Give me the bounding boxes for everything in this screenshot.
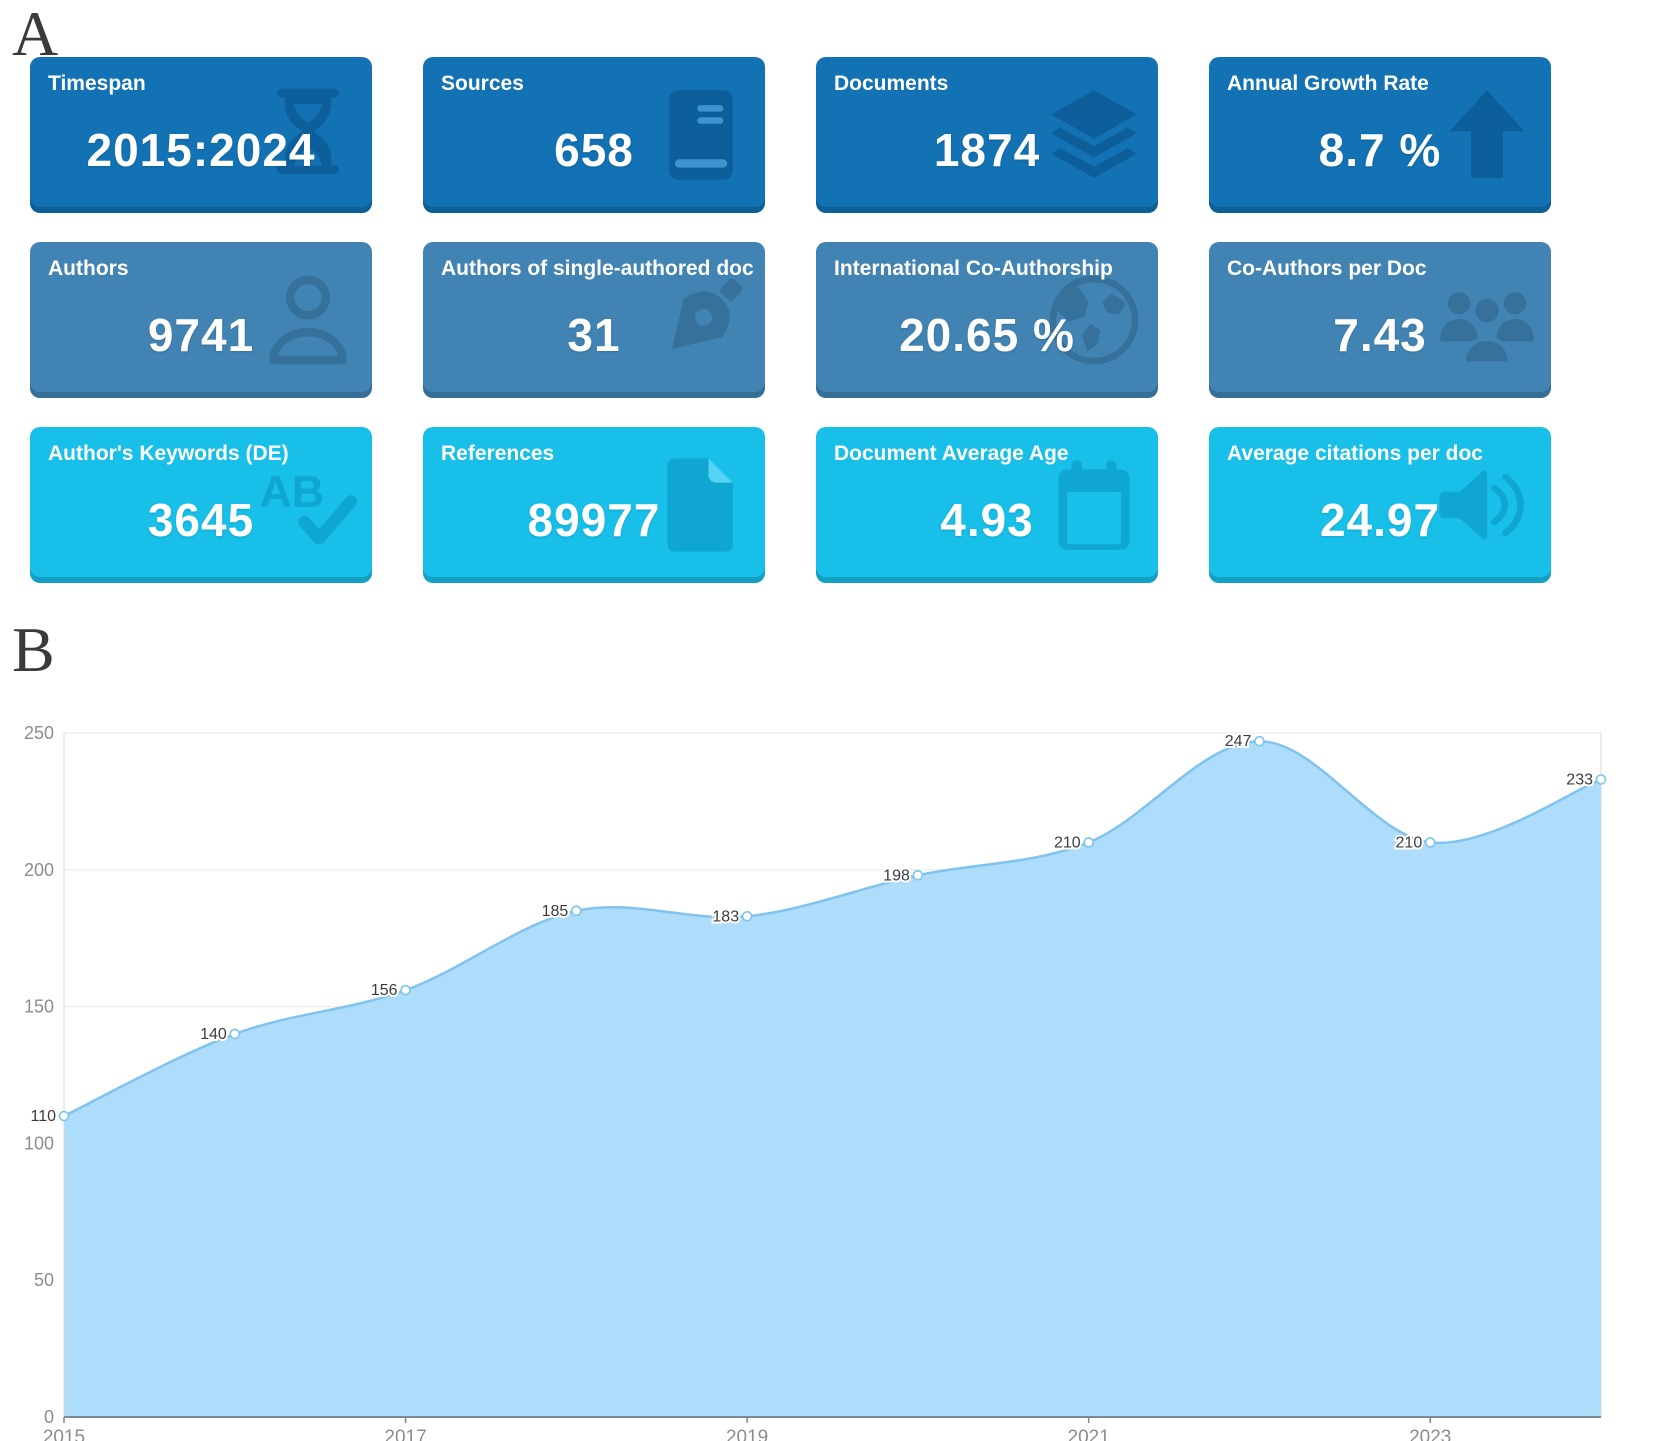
card-label: Documents <box>834 72 949 95</box>
card-label: Authors of single-authored doc <box>441 257 754 280</box>
user-icon <box>269 275 347 365</box>
pen-nib-icon <box>671 278 743 350</box>
stat-card-single-authored: Authors of single-authored doc 31 <box>423 242 765 398</box>
data-point-label: 247 <box>1225 733 1252 750</box>
data-point-label: 210 <box>1396 834 1423 851</box>
x-tick-label: 2023 <box>1409 1427 1451 1441</box>
stat-card-references: References 89977 <box>423 427 765 583</box>
data-point-marker[interactable] <box>1083 837 1094 848</box>
series-line <box>63 739 1602 1118</box>
data-point-marker[interactable] <box>1254 735 1265 747</box>
card-label: Sources <box>441 72 524 95</box>
y-tick-label: 100 <box>24 1133 54 1153</box>
megaphone-icon <box>1439 470 1524 540</box>
card-label: International Co-Authorship <box>834 257 1113 280</box>
data-point-label: 110 <box>30 1108 56 1125</box>
spell-check-icon: AB <box>259 467 357 545</box>
stat-card-documents: Documents 1874 <box>816 57 1158 213</box>
x-tick-label: 2021 <box>1068 1427 1110 1441</box>
svg-text:AB: AB <box>259 467 324 517</box>
data-point-label: 140 <box>200 1026 227 1043</box>
card-value: 7.43 <box>1333 308 1427 361</box>
card-label: Authors <box>48 257 129 280</box>
stat-card-international-coauthorship: International Co-Authorship 20.65 % <box>816 242 1158 398</box>
arrow-up-icon <box>1449 90 1525 178</box>
stat-cards-grid: Timespan 2015:2024 Sources 658 Documents… <box>30 57 1551 583</box>
card-value: 4.93 <box>940 493 1034 546</box>
card-value: 8.7 % <box>1318 123 1442 176</box>
data-point-label: 233 <box>1566 772 1593 789</box>
x-tick-label: 2015 <box>43 1427 85 1441</box>
card-label: Document Average Age <box>834 442 1069 465</box>
data-point-label: 156 <box>371 982 398 999</box>
card-value: 658 <box>554 123 634 176</box>
card-value: 2015:2024 <box>86 123 316 176</box>
card-label: Average citations per doc <box>1227 442 1483 465</box>
file-icon <box>667 458 733 552</box>
card-label: Annual Growth Rate <box>1227 72 1429 95</box>
stat-card-coauthors-per-doc: Co-Authors per Doc 7.43 <box>1209 242 1551 398</box>
stat-card-document-average-age: Document Average Age 4.93 <box>816 427 1158 583</box>
annual-production-chart: 0 50 100 150 200 250 2015 2017 2019 2021 2023 110 14… <box>24 723 1607 1441</box>
panel-a-label: A <box>12 0 59 69</box>
card-label: Author's Keywords (DE) <box>48 442 289 465</box>
card-value: 89977 <box>527 493 661 546</box>
card-label: References <box>441 442 555 465</box>
data-point-marker[interactable] <box>571 905 582 917</box>
card-value: 1874 <box>933 123 1041 176</box>
card-value: 3645 <box>147 493 255 546</box>
card-value: 24.97 <box>1319 493 1441 546</box>
card-value: 9741 <box>147 308 255 361</box>
stat-card-author-keywords: Author's Keywords (DE) 3645 AB <box>30 427 372 583</box>
data-point-label: 210 <box>1054 834 1081 851</box>
data-point-label: 198 <box>883 867 910 884</box>
book-icon <box>669 90 733 180</box>
stat-card-timespan: Timespan 2015:2024 <box>30 57 372 213</box>
area-series <box>64 741 1601 1417</box>
x-tick-label: 2017 <box>384 1427 426 1441</box>
data-point-marker[interactable] <box>912 869 924 881</box>
card-label: Timespan <box>48 72 146 95</box>
data-point-marker[interactable] <box>1595 774 1607 785</box>
stat-card-average-citations: Average citations per doc 24.97 <box>1209 427 1551 583</box>
card-value: 20.65 % <box>899 308 1075 361</box>
data-point-marker[interactable] <box>1424 837 1436 848</box>
layers-icon <box>1051 90 1137 178</box>
card-value: 31 <box>567 308 621 361</box>
y-tick-label: 0 <box>44 1407 54 1427</box>
card-label: Co-Authors per Doc <box>1227 257 1427 280</box>
users-icon <box>1440 292 1534 367</box>
stat-card-annual-growth-rate: Annual Growth Rate 8.7 % <box>1209 57 1551 213</box>
hourglass-icon <box>277 88 339 175</box>
data-point-marker[interactable] <box>58 1110 70 1122</box>
data-point-label: 185 <box>542 903 569 920</box>
data-point-marker[interactable] <box>741 911 753 922</box>
calendar-icon <box>1058 460 1130 550</box>
y-tick-label: 150 <box>24 997 54 1017</box>
panel-b-label: B <box>12 614 55 685</box>
globe-icon <box>1049 275 1139 365</box>
data-point-marker[interactable] <box>229 1028 241 1040</box>
y-tick-label: 50 <box>34 1270 54 1290</box>
annual-production-chart-container: 0 50 100 150 200 250 2015 2017 2019 2021 2023 110 14… <box>0 620 1660 1441</box>
x-tick-label: 2019 <box>726 1427 768 1441</box>
y-tick-label: 200 <box>24 860 54 880</box>
y-tick-label: 250 <box>24 723 54 743</box>
data-point-marker[interactable] <box>400 984 411 996</box>
data-point-label: 183 <box>712 908 739 925</box>
stat-card-sources: Sources 658 <box>423 57 765 213</box>
stat-card-authors: Authors 9741 <box>30 242 372 398</box>
